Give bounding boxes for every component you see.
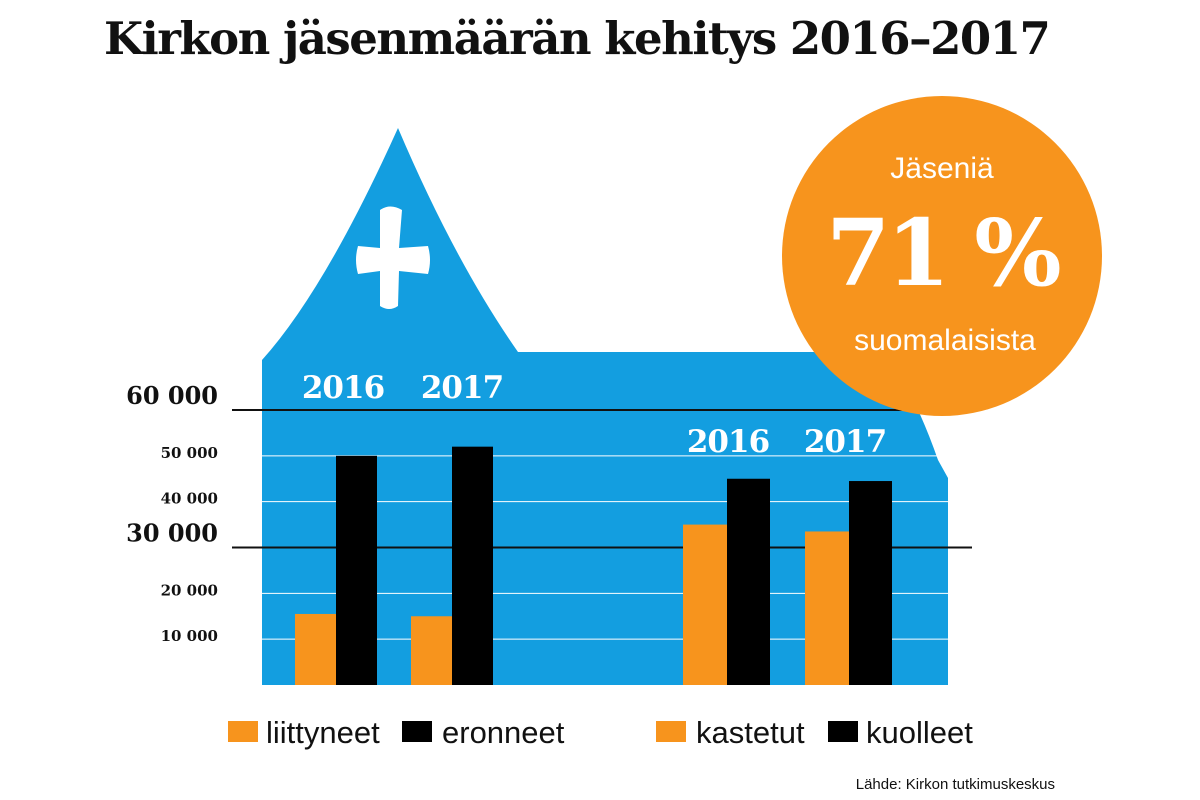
year-label-left-2017: 2017 [421, 370, 503, 406]
church-silhouette [262, 128, 948, 685]
legend: liittyneet eronneet kastetut kuolleet [228, 715, 973, 750]
chart-title: Kirkon jäsenmäärän kehitys 2016–2017 [104, 12, 1051, 65]
legend-label-eronneet: eronneet [442, 715, 565, 750]
y-tick-label: 10 000 [161, 627, 218, 645]
source-note: Lähde: Kirkon tutkimuskeskus [855, 776, 1055, 793]
membership-badge: Jäseniä 71 % suomalaisista [782, 96, 1102, 416]
badge-top-text: Jäseniä [890, 152, 994, 185]
legend-label-kastetut: kastetut [696, 715, 805, 750]
bar-kastetut-2017 [805, 531, 849, 685]
badge-circle [782, 96, 1102, 416]
bar-eronneet-2017 [452, 446, 493, 685]
badge-percentage: 71 % [826, 199, 1060, 307]
bar-kastetut-2016 [683, 524, 727, 685]
cross-icon [356, 206, 430, 309]
legend-swatch-eronneet [402, 721, 432, 742]
y-tick-label: 50 000 [161, 444, 218, 462]
bars [295, 446, 892, 685]
legend-label-liittyneet: liittyneet [266, 715, 380, 750]
bar-liittyneet-2016 [295, 613, 336, 685]
badge-bottom-text: suomalaisista [854, 324, 1036, 357]
year-label-left-2016: 2016 [302, 370, 384, 406]
bar-kuolleet-2017 [849, 481, 892, 685]
legend-swatch-kastetut [656, 721, 686, 742]
year-label-right-2016: 2016 [687, 424, 769, 460]
y-tick-label: 30 000 [126, 519, 218, 548]
legend-swatch-kuolleet [828, 721, 858, 742]
bar-kuolleet-2016 [727, 478, 770, 685]
legend-swatch-liittyneet [228, 721, 258, 742]
bar-liittyneet-2017 [411, 616, 452, 685]
year-label-right-2017: 2017 [804, 424, 886, 460]
y-tick-label: 60 000 [126, 381, 218, 410]
y-axis-ticks: 60 000 50 000 40 000 30 000 20 000 10 000 [126, 381, 218, 645]
y-tick-label: 20 000 [161, 581, 218, 599]
year-labels: 2016 2017 2016 2017 [302, 370, 887, 460]
y-tick-label: 40 000 [161, 490, 218, 508]
legend-label-kuolleet: kuolleet [866, 715, 973, 750]
bar-eronneet-2016 [336, 455, 377, 685]
